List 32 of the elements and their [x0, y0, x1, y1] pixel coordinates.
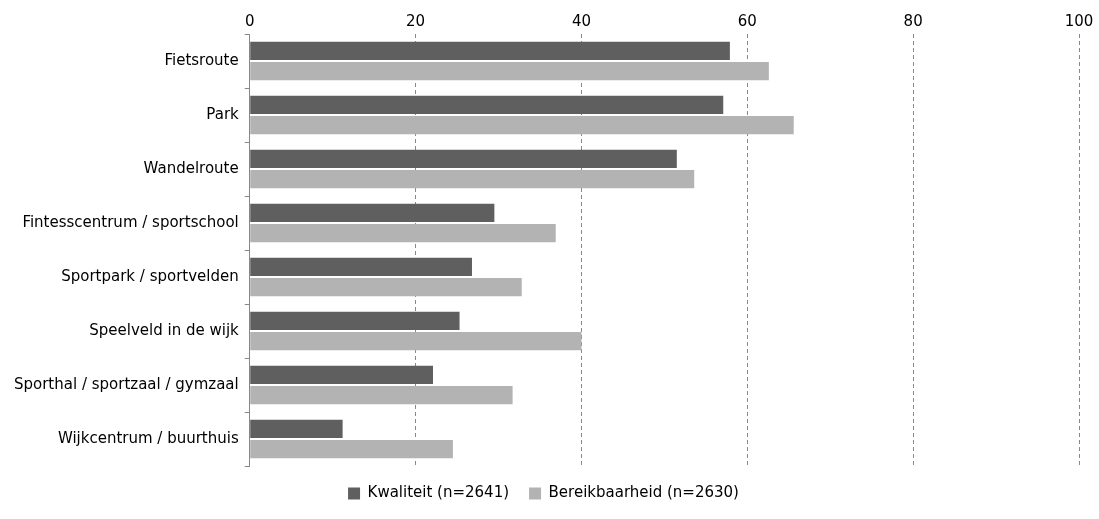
y-tick-label: Fietsroute — [164, 50, 239, 69]
y-tick-label: Sporthal / sportzaal / gymzaal — [13, 374, 239, 393]
y-tick-label: Park — [206, 104, 240, 123]
bar — [250, 332, 582, 351]
bar — [250, 95, 724, 114]
bar — [250, 224, 556, 243]
bar — [250, 116, 794, 135]
x-tick-label: 40 — [571, 11, 591, 30]
bar — [250, 170, 695, 189]
bar — [250, 278, 522, 297]
legend-label: Bereikbaarheid (n=2630) — [548, 483, 739, 502]
bar — [250, 311, 460, 330]
y-tick-label: Sportpark / sportvelden — [61, 266, 239, 285]
bar — [250, 41, 730, 60]
y-tick-label: Wandelroute — [143, 158, 239, 177]
y-tick-label: Speelveld in de wijk — [89, 320, 240, 339]
legend-label: Kwaliteit (n=2641) — [367, 483, 510, 502]
bar — [250, 62, 769, 81]
x-tick-label: 100 — [1064, 11, 1094, 30]
x-tick-label: 80 — [903, 11, 923, 30]
bar — [250, 419, 343, 438]
x-tick-label: 60 — [737, 11, 757, 30]
bar — [250, 365, 433, 384]
x-tick-label: 20 — [406, 11, 426, 30]
y-tick-label: Fintesscentrum / sportschool — [22, 212, 239, 231]
bar — [250, 257, 472, 276]
x-tick-label: 0 — [244, 11, 255, 30]
bar — [250, 149, 677, 168]
bar — [250, 203, 495, 222]
bar — [250, 440, 453, 459]
bar — [250, 386, 513, 405]
y-tick-label: Wijkcentrum / buurthuis — [57, 428, 239, 447]
